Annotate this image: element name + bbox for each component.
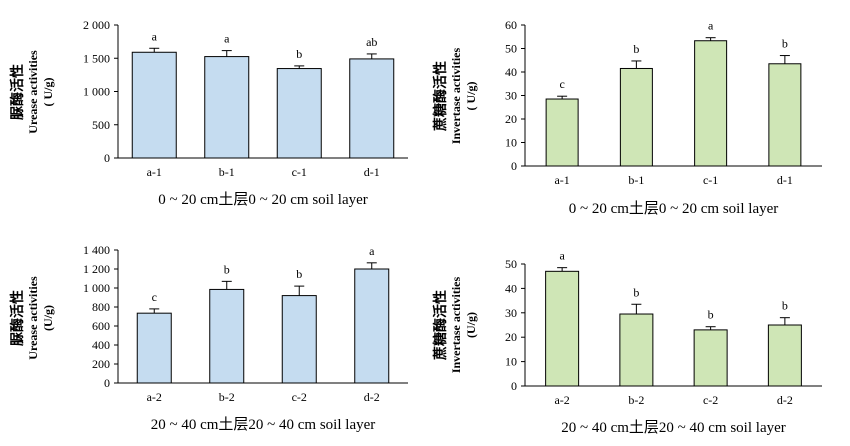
- bar: [545, 270, 580, 387]
- chart-panel: 0 200 400 600 800 1 000 1 200 1 400 c a-2 b b-2 b c-2…: [9, 243, 408, 433]
- y-tick-label: 0: [511, 159, 517, 173]
- significance-label: b: [782, 37, 788, 51]
- y-tick-label: 2 000: [83, 18, 110, 32]
- y-tick-label: 500: [92, 118, 110, 132]
- significance-label: c: [559, 77, 564, 91]
- significance-label: a: [224, 32, 230, 46]
- significance-label: a: [369, 244, 375, 258]
- bar: [204, 56, 250, 159]
- bar: [354, 268, 390, 384]
- significance-label: b: [633, 285, 639, 299]
- x-axis-caption: 0 ~ 20 cm土层0 ~ 20 cm soil layer: [158, 191, 368, 208]
- y-tick-label: 600: [92, 319, 110, 333]
- y-tick-label: 30: [505, 89, 517, 103]
- x-axis-caption: 20 ~ 40 cm土层20 ~ 40 cm soil layer: [561, 419, 786, 436]
- y-tick-label: 1 000: [83, 85, 110, 99]
- bar: [619, 67, 653, 167]
- significance-label: a: [152, 29, 158, 43]
- y-tick-label: 1 000: [83, 281, 110, 295]
- category-label: c-1: [292, 165, 307, 179]
- chart-panel: 0 10 20 30 40 50 a a-2 b b-2 b c-2 b d-2 20 ~ 40 cm土层2…: [432, 249, 822, 436]
- y-tick-label: 50: [505, 257, 517, 271]
- significance-label: b: [782, 299, 788, 313]
- y-tick-label: 20: [505, 330, 517, 344]
- bar: [136, 312, 172, 384]
- category-label: d-2: [777, 393, 793, 407]
- y-axis-label-line: 蔗糖酶活性: [432, 290, 449, 361]
- significance-label: c: [152, 290, 157, 304]
- significance-label: ab: [366, 35, 377, 49]
- y-tick-label: 20: [505, 112, 517, 126]
- significance-label: b: [224, 262, 230, 276]
- y-axis-label-line: ( U/g): [41, 78, 55, 107]
- bar: [209, 288, 245, 384]
- category-label: b-2: [628, 393, 644, 407]
- category-label: b-2: [219, 390, 235, 404]
- y-tick-label: 30: [505, 306, 517, 320]
- category-label: a-1: [554, 173, 569, 187]
- y-tick-label: 400: [92, 338, 110, 352]
- category-label: d-1: [777, 173, 793, 187]
- y-tick-label: 0: [511, 379, 517, 393]
- y-axis-label-line: 蔗糖酶活性: [432, 61, 449, 132]
- y-axis-label: 蔗糖酶活性 Invertase activities (U/g): [432, 277, 478, 374]
- bar: [276, 68, 322, 159]
- y-axis-label-line: 脲酶活性: [9, 64, 26, 120]
- y-tick-label: 10: [505, 136, 517, 150]
- y-axis-label: 脲酶活性 Urease activities (U/g): [9, 276, 55, 360]
- significance-label: a: [559, 249, 565, 263]
- y-axis-label-line: Invertase activities: [449, 277, 463, 374]
- bar: [131, 51, 177, 159]
- significance-label: b: [633, 42, 639, 56]
- y-tick-label: 0: [104, 376, 110, 390]
- bar: [767, 324, 802, 387]
- bar: [694, 40, 728, 167]
- category-label: d-1: [364, 165, 380, 179]
- category-label: a-1: [147, 165, 162, 179]
- y-axis-label: 蔗糖酶活性 Invertase activities( U/g): [432, 48, 478, 145]
- bar: [281, 295, 317, 384]
- bar: [619, 313, 654, 387]
- y-tick-label: 0: [104, 151, 110, 165]
- category-label: b-1: [628, 173, 644, 187]
- y-axis-label-line: (U/g): [464, 312, 478, 338]
- bar: [693, 329, 728, 387]
- significance-label: a: [708, 19, 714, 33]
- chart-panel: 0 500 1 000 1 500 2 000 a a-1 a b-1 b c-1 ab d-1 0 ~ …: [9, 18, 408, 208]
- x-axis-caption: 0 ~ 20 cm土层0 ~ 20 cm soil layer: [569, 200, 779, 217]
- category-label: c-2: [703, 393, 718, 407]
- y-tick-label: 1 200: [83, 262, 110, 276]
- y-axis-label-line: Urease activities: [26, 276, 40, 360]
- significance-label: b: [296, 267, 302, 281]
- y-axis-label-line: (U/g): [41, 305, 55, 331]
- y-axis-label-line: 脲酶活性: [9, 290, 26, 346]
- category-label: c-1: [703, 173, 718, 187]
- category-label: a-2: [554, 393, 569, 407]
- category-label: b-1: [219, 165, 235, 179]
- y-tick-label: 10: [505, 355, 517, 369]
- x-axis-caption: 20 ~ 40 cm土层20 ~ 40 cm soil layer: [151, 416, 376, 433]
- y-tick-label: 800: [92, 300, 110, 314]
- y-axis-label-line: Urease activities: [26, 50, 40, 134]
- y-axis-label-line: ( U/g): [464, 82, 478, 111]
- y-tick-label: 200: [92, 357, 110, 371]
- y-tick-label: 50: [505, 42, 517, 56]
- y-axis-label-line: Invertase activities: [449, 48, 463, 145]
- bar: [349, 58, 395, 159]
- significance-label: b: [708, 308, 714, 322]
- category-label: a-2: [147, 390, 162, 404]
- y-tick-label: 60: [505, 18, 517, 32]
- y-axis-label: 脲酶活性 Urease activities( U/g): [9, 50, 55, 134]
- y-tick-label: 1 500: [83, 51, 110, 65]
- category-label: d-2: [364, 390, 380, 404]
- category-label: c-2: [292, 390, 307, 404]
- y-tick-label: 40: [505, 281, 517, 295]
- chart-panel: 0 10 20 30 40 50 60 c a-1 b b-1 a c-1 b d-1 0 ~ 20 cm土层…: [432, 18, 822, 217]
- significance-label: b: [296, 47, 302, 61]
- y-tick-label: 1 400: [83, 243, 110, 257]
- y-tick-label: 40: [505, 65, 517, 79]
- bar: [768, 63, 802, 167]
- bar: [545, 98, 579, 167]
